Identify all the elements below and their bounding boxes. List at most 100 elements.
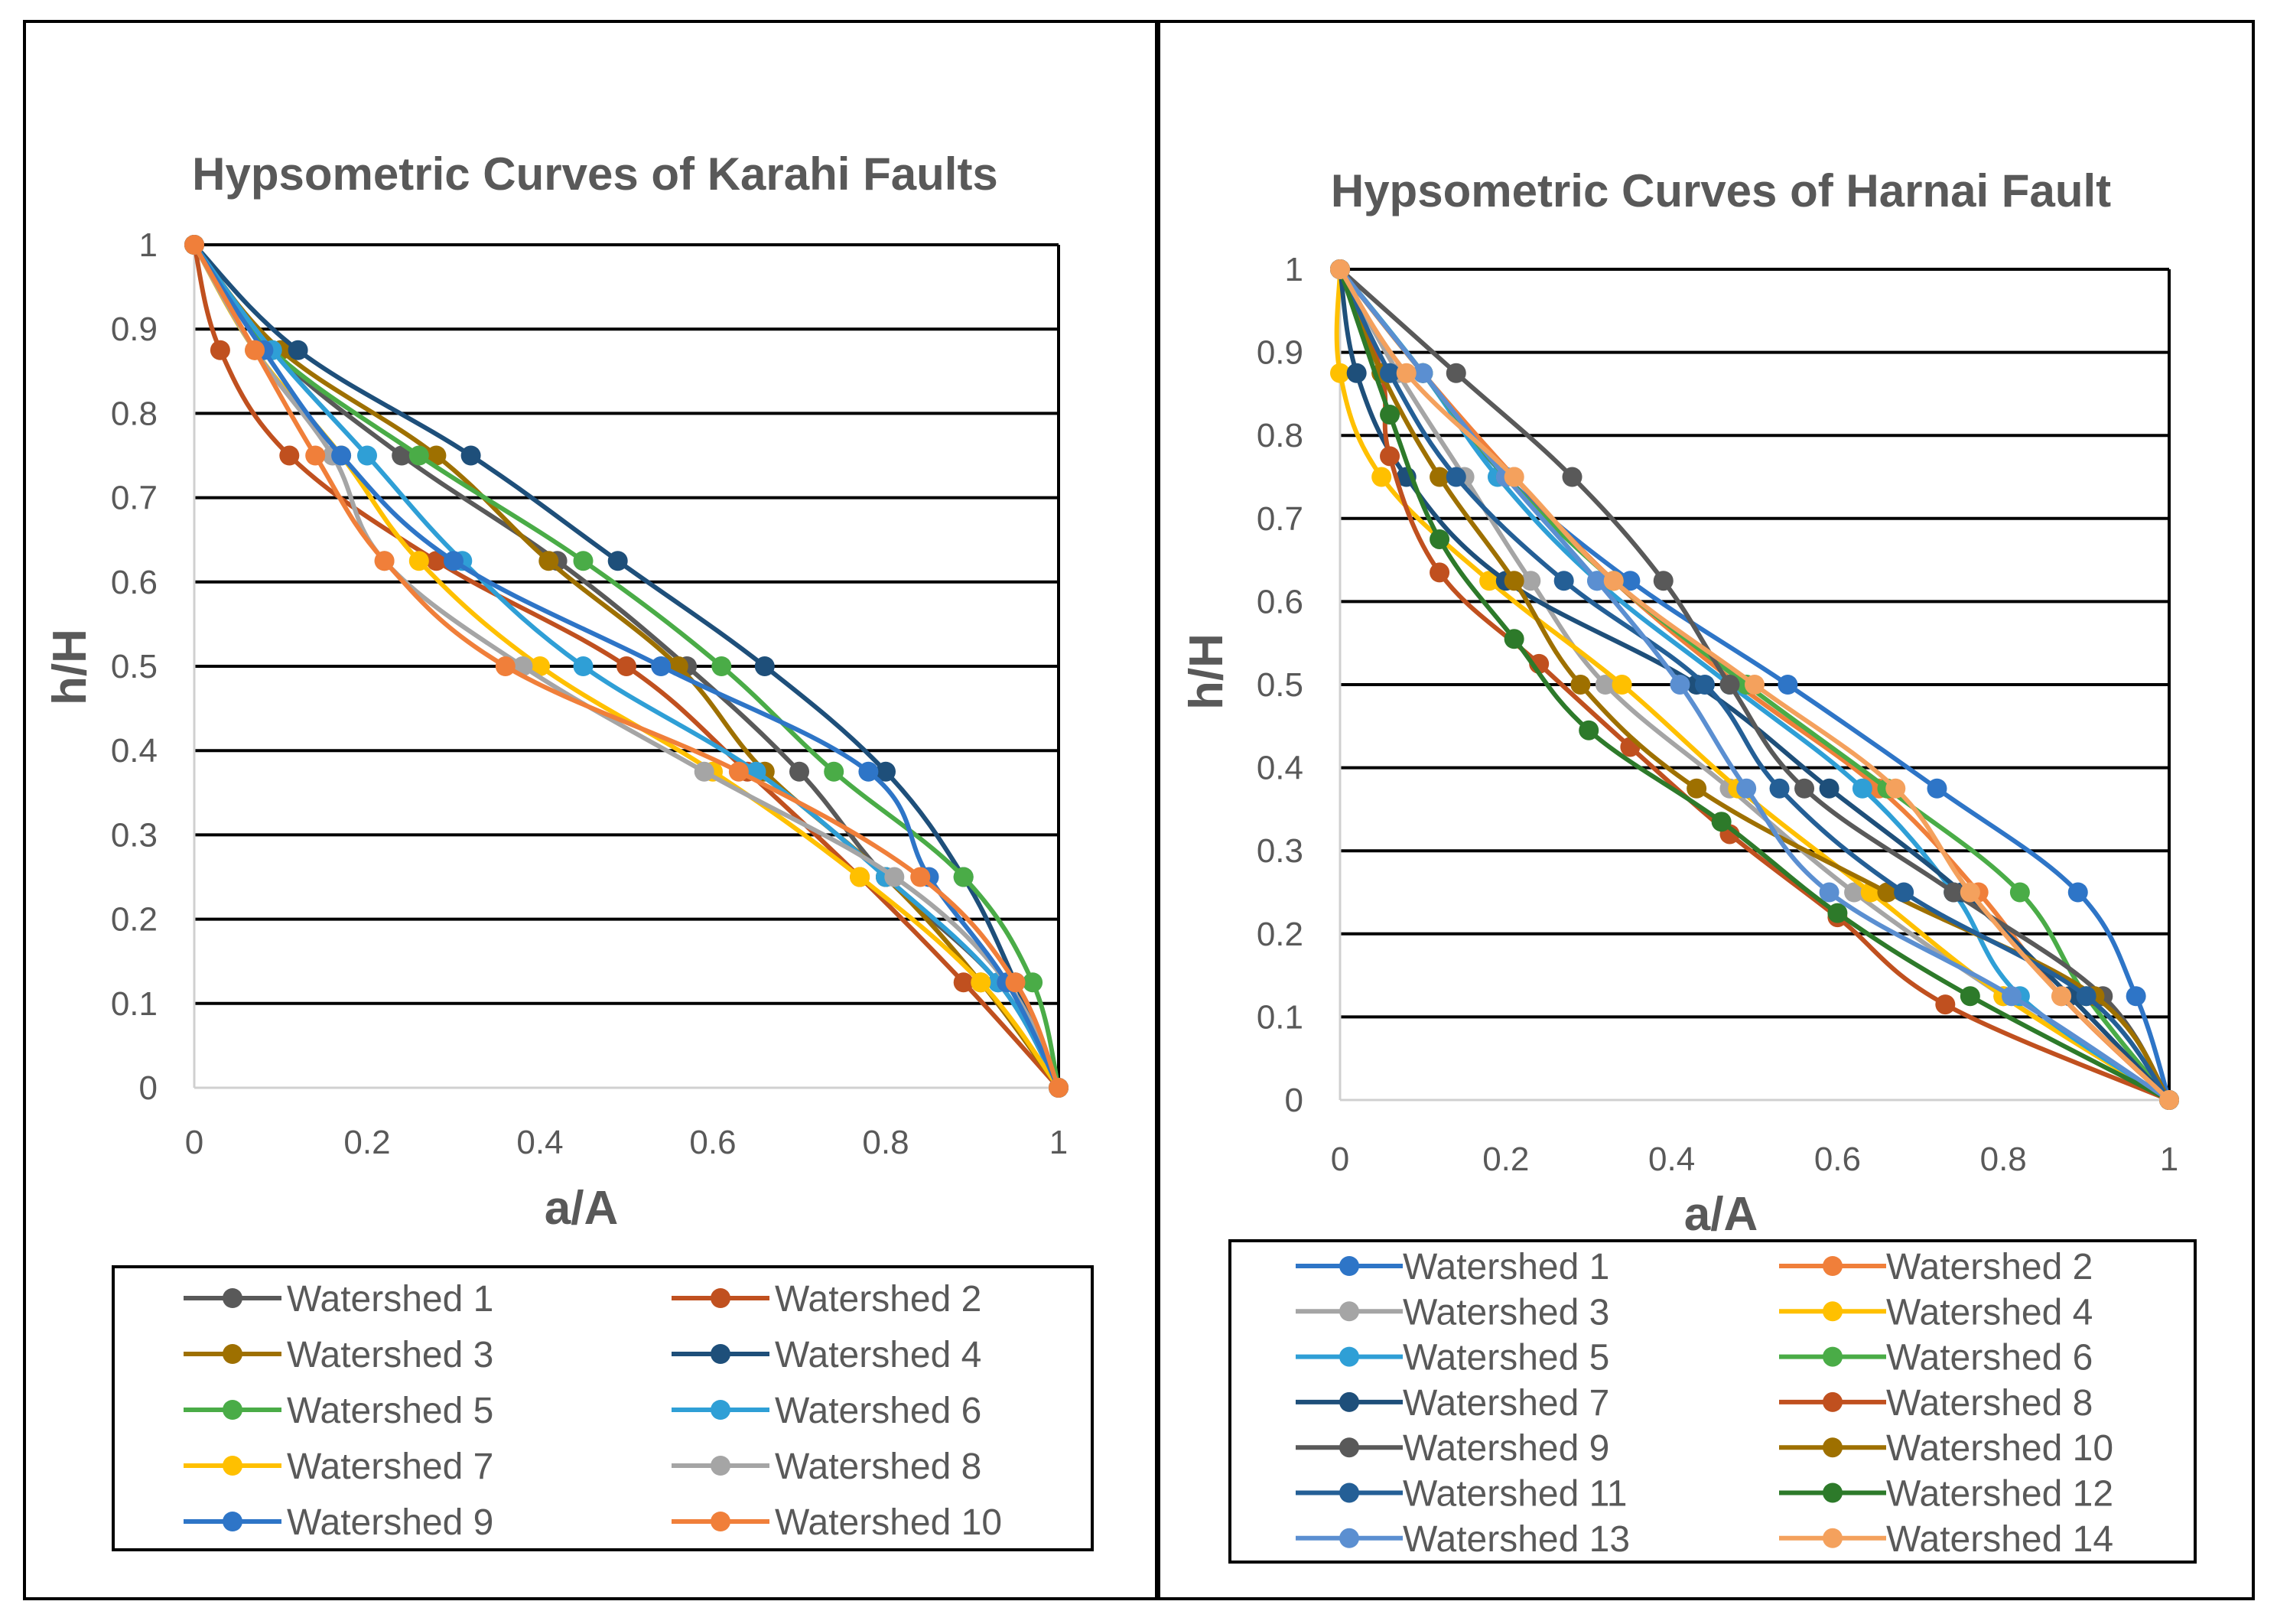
harnai-point-watershed-12 [1960, 986, 1980, 1007]
harnai-legend-item: Watershed 8 [1779, 1383, 2093, 1424]
karahi-point-watershed-9 [444, 551, 464, 571]
harnai-legend-swatch-marker [1823, 1301, 1843, 1322]
karahi-point-watershed-8 [694, 761, 714, 782]
harnai-legend-label: Watershed 1 [1403, 1247, 1609, 1287]
karahi-y-tick-label: 0.6 [111, 564, 158, 601]
harnai-chart-title: Hypsometric Curves of Harnai Fault [1331, 165, 2111, 216]
harnai-x-tick-label: 0.8 [1980, 1141, 2027, 1178]
harnai-x-tick-label: 0.4 [1648, 1141, 1695, 1178]
karahi-point-watershed-2 [953, 972, 974, 993]
harnai-point-watershed-8 [1380, 446, 1400, 467]
harnai-legend-swatch-marker [1823, 1346, 1843, 1367]
harnai-line-watershed-12 [1338, 267, 2171, 1102]
karahi-series-group [184, 235, 1069, 1098]
harnai-legend-swatch-marker [1823, 1256, 1843, 1276]
harnai-y-tick-label: 0.1 [1257, 998, 1303, 1036]
harnai-legend-swatch-marker [1339, 1528, 1359, 1548]
karahi-point-watershed-4 [460, 445, 481, 466]
harnai-legend-label: Watershed 11 [1403, 1474, 1627, 1515]
karahi-tick-labels: 0 0.1 0.2 0.3 0.4 0.5 0.6 0.7 0.8 0.9 1 0 0.2 0.4 0.6 0… [111, 226, 1068, 1161]
harnai-point-watershed-1 [1620, 571, 1641, 591]
karahi-legend-item: Watershed 4 [672, 1335, 981, 1375]
harnai-legend-item: Watershed 5 [1296, 1338, 1609, 1378]
karahi-point-watershed-10 [245, 340, 265, 360]
karahi-legend-swatch-marker [711, 1400, 730, 1420]
harnai-y-tick-label: 0.4 [1257, 750, 1303, 787]
karahi-legend-swatch-marker [223, 1288, 242, 1308]
harnai-point-watershed-1 [1778, 675, 1798, 695]
harnai-point-watershed-11 [1553, 571, 1574, 591]
karahi-point-watershed-10 [728, 761, 749, 782]
harnai-legend-item: Watershed 7 [1296, 1383, 1609, 1424]
harnai-y-tick-label: 0.8 [1257, 417, 1303, 454]
harnai-y-tick-label: 0.9 [1257, 334, 1303, 372]
harnai-point-watershed-4 [1330, 363, 1350, 383]
harnai-point-watershed-10 [1430, 467, 1450, 487]
karahi-point-watershed-10 [495, 656, 516, 676]
harnai-point-watershed-14 [1745, 675, 1765, 695]
karahi-x-tick-label: 0.6 [689, 1124, 736, 1161]
karahi-legend-swatch-marker [711, 1288, 730, 1308]
harnai-legend-label: Watershed 9 [1403, 1428, 1609, 1469]
karahi-point-watershed-7 [530, 656, 550, 676]
karahi-y-tick-label: 0.3 [111, 816, 158, 854]
harnai-point-watershed-10 [1570, 675, 1591, 695]
harnai-point-watershed-4 [1612, 675, 1632, 695]
harnai-point-watershed-3 [1521, 571, 1541, 591]
harnai-point-watershed-12 [1579, 720, 1599, 740]
harnai-y-tick-label: 0.2 [1257, 916, 1303, 953]
karahi-y-tick-label: 0.1 [111, 985, 158, 1023]
karahi-point-watershed-7 [408, 551, 429, 571]
karahi-legend-label: Watershed 2 [775, 1279, 981, 1320]
karahi-line-watershed-10 [192, 242, 1061, 1090]
harnai-legend-swatch-marker [1823, 1482, 1843, 1503]
harnai-point-watershed-10 [1504, 571, 1524, 591]
harnai-x-tick-label: 0 [1331, 1141, 1349, 1178]
harnai-point-watershed-14 [1396, 363, 1417, 383]
karahi-series-watershed-10 [184, 235, 1069, 1098]
harnai-point-watershed-14 [2159, 1090, 2179, 1110]
karahi-point-watershed-10 [1005, 972, 1026, 993]
karahi-legend-label: Watershed 5 [287, 1391, 493, 1431]
karahi-point-watershed-10 [305, 445, 326, 466]
harnai-legend-label: Watershed 3 [1403, 1292, 1609, 1333]
karahi-legend-item: Watershed 8 [672, 1447, 981, 1487]
karahi-point-watershed-10 [374, 551, 395, 571]
harnai-legend-item: Watershed 11 [1296, 1474, 1627, 1515]
karahi-point-watershed-10 [1049, 1078, 1069, 1098]
harnai-legend-swatch-marker [1823, 1391, 1843, 1412]
karahi-y-tick-label: 0 [139, 1069, 158, 1107]
harnai-series-watershed-12 [1330, 259, 2179, 1110]
harnai-legend: Watershed 1 Watershed 2 Watershed 3 Watersh… [1228, 1239, 2197, 1564]
harnai-point-watershed-7 [1819, 778, 1839, 799]
harnai-point-watershed-1 [2126, 986, 2146, 1007]
karahi-point-watershed-2 [210, 340, 230, 360]
harnai-point-watershed-14 [2051, 986, 2072, 1007]
harnai-point-watershed-13 [1413, 363, 1433, 383]
harnai-legend-swatch-marker [1339, 1301, 1359, 1322]
karahi-legend-item: Watershed 1 [184, 1279, 493, 1320]
harnai-line-watershed-13 [1338, 267, 2171, 1102]
harnai-legend-label: Watershed 6 [1886, 1338, 2093, 1378]
harnai-point-watershed-11 [1894, 882, 1914, 903]
harnai-point-watershed-13 [1587, 571, 1608, 591]
karahi-point-watershed-2 [279, 445, 300, 466]
harnai-legend-label: Watershed 5 [1403, 1338, 1609, 1378]
karahi-point-watershed-2 [616, 656, 636, 676]
harnai-point-watershed-9 [1794, 778, 1815, 799]
harnai-series-watershed-14 [1330, 259, 2179, 1110]
karahi-point-watershed-9 [651, 656, 672, 676]
harnai-point-watershed-14 [1603, 571, 1624, 591]
karahi-legend-label: Watershed 4 [775, 1335, 981, 1375]
harnai-point-watershed-12 [1380, 405, 1400, 425]
harnai-x-tick-label: 0.6 [1814, 1141, 1861, 1178]
karahi-legend-label: Watershed 9 [287, 1502, 493, 1543]
karahi-chart-panel: Hypsometric Curves of Karahi Faults 0 0.1… [23, 20, 1158, 1600]
harnai-legend-item: Watershed 9 [1296, 1428, 1609, 1469]
harnai-legend-item: Watershed 4 [1779, 1292, 2093, 1333]
harnai-point-watershed-12 [1711, 812, 1732, 832]
harnai-point-watershed-11 [1446, 467, 1466, 487]
karahi-point-watershed-10 [184, 235, 204, 255]
karahi-legend-item: Watershed 10 [672, 1502, 1002, 1543]
